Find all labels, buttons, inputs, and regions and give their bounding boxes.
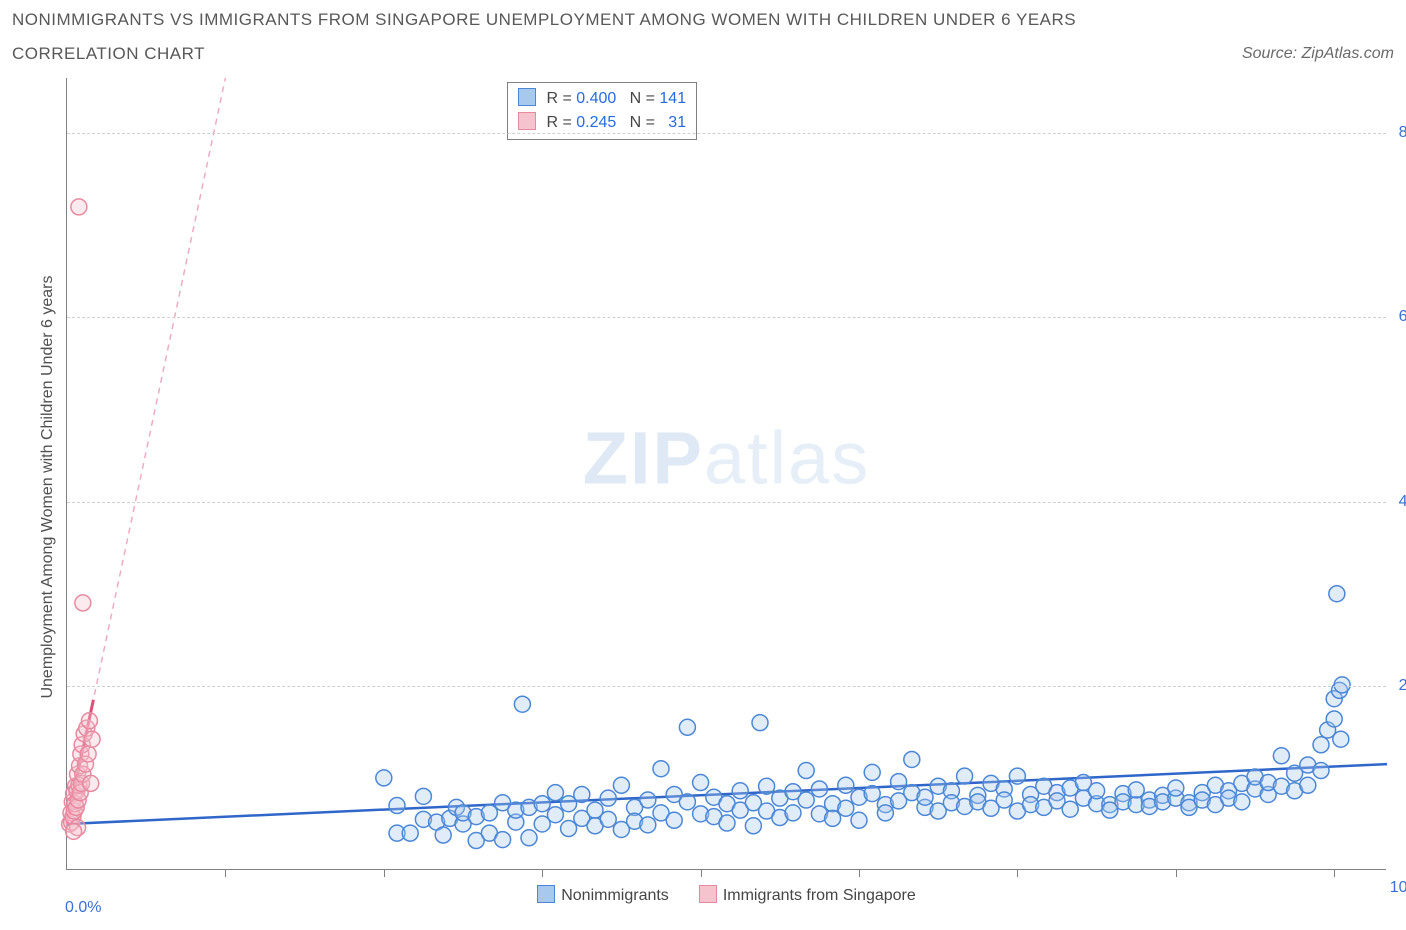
source-label: Source: ZipAtlas.com [1242,45,1394,63]
data-point [719,815,735,831]
x-tick [1334,869,1335,877]
data-point [435,827,451,843]
data-point [811,781,827,797]
data-point [600,811,616,827]
data-point [693,775,709,791]
y-tick-label: 40.0% [1392,493,1406,511]
x-tick [225,869,226,877]
data-point [917,789,933,805]
data-point [521,830,537,846]
data-point [376,770,392,786]
data-point [514,696,530,712]
data-point [1089,783,1105,799]
data-point [745,818,761,834]
data-point [1234,794,1250,810]
x-tick [542,869,543,877]
data-point [904,751,920,767]
data-point [891,774,907,790]
data-point [1326,711,1342,727]
data-point [1062,801,1078,817]
legend-swatch-bottom-0 [537,885,555,903]
legend-label-1: Immigrants from Singapore [723,887,916,904]
data-point [640,792,656,808]
data-point [1168,780,1184,796]
data-point [864,764,880,780]
data-point [957,768,973,784]
data-point [1009,768,1025,784]
data-point [1333,731,1349,747]
data-point [798,763,814,779]
data-point [534,796,550,812]
y-tick-label: 80.0% [1392,124,1406,142]
data-point [402,825,418,841]
chart-title: NONIMMIGRANTS VS IMMIGRANTS FROM SINGAPO… [12,10,1398,30]
data-point [759,778,775,794]
x-tick [1017,869,1018,877]
data-point [851,812,867,828]
grid-line [67,317,1386,318]
x-tick [859,869,860,877]
data-point [653,761,669,777]
x-tick [1176,869,1177,877]
data-point [75,595,91,611]
data-point [838,800,854,816]
data-point [1128,782,1144,798]
grid-line [67,133,1386,134]
y-axis-label: Unemployment Among Women with Children U… [39,87,57,887]
data-point [1273,748,1289,764]
data-point [785,805,801,821]
data-point [80,746,96,762]
data-point [996,792,1012,808]
y-tick-label: 20.0% [1392,677,1406,695]
data-point [389,798,405,814]
data-point [798,792,814,808]
data-point [1329,586,1345,602]
data-point [679,719,695,735]
data-point [752,715,768,731]
y-tick-label: 60.0% [1392,308,1406,326]
bottom-legend: Nonimmigrants Immigrants from Singapore [67,885,1386,905]
scatter-svg [67,78,1386,869]
data-point [825,810,841,826]
data-point [864,786,880,802]
grid-line [67,686,1386,687]
data-point [81,713,97,729]
data-point [838,777,854,793]
data-point [83,775,99,791]
data-point [640,817,656,833]
legend-swatch-bottom-1 [699,885,717,903]
legend-label-0: Nonimmigrants [561,887,669,904]
legend-item-0: Nonimmigrants [537,885,669,905]
subtitle-row: CORRELATION CHART Source: ZipAtlas.com [12,44,1394,64]
data-point [1313,763,1329,779]
data-point [613,777,629,793]
data-point [1313,737,1329,753]
data-point [877,805,893,821]
data-point [495,832,511,848]
chart-subtitle: CORRELATION CHART [12,44,205,64]
data-point [561,821,577,837]
chart-container: Unemployment Among Women with Children U… [24,78,1398,926]
data-point [415,788,431,804]
data-point [481,805,497,821]
plot-area: ZIPatlas R = 0.400 N = 141 R = 0.245 N =… [66,78,1386,870]
data-point [666,812,682,828]
data-point [600,790,616,806]
data-point [71,199,87,215]
data-point [574,786,590,802]
grid-line [67,502,1386,503]
data-point [1300,777,1316,793]
data-point [679,794,695,810]
data-point [732,783,748,799]
x-tick-label-end: 100.0% [1390,879,1406,897]
data-point [66,823,82,839]
x-tick [701,869,702,877]
data-point [84,731,100,747]
data-point [547,807,563,823]
legend-item-1: Immigrants from Singapore [699,885,916,905]
x-tick [384,869,385,877]
data-point [547,785,563,801]
x-tick-label-start: 0.0% [65,899,101,917]
